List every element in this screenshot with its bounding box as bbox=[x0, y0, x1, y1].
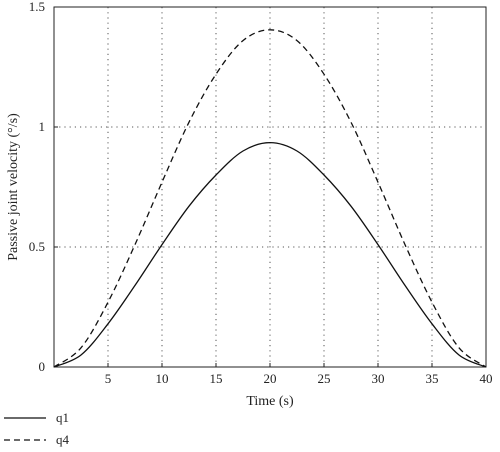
series-lines bbox=[53, 29, 487, 368]
y-tick-label: 0 bbox=[39, 359, 46, 374]
y-axis-label: Passive joint velocity (°/s) bbox=[6, 113, 21, 261]
x-tick-label: 30 bbox=[372, 371, 385, 386]
x-tick-label: 20 bbox=[264, 371, 277, 386]
x-tick-label: 35 bbox=[426, 371, 439, 386]
legend-label-q1: q1 bbox=[56, 410, 69, 425]
axis-ticks: 5 10 15 20 25 30 35 40 0 0.5 1 1.5 bbox=[29, 0, 493, 386]
series-line-q4 bbox=[53, 29, 487, 368]
x-tick-label: 25 bbox=[318, 371, 331, 386]
series-line-q1 bbox=[53, 141, 487, 368]
x-tick-label: 15 bbox=[210, 371, 223, 386]
y-tick-label: 1.5 bbox=[29, 0, 45, 14]
x-axis-label: Time (s) bbox=[246, 394, 294, 409]
x-tick-label: 10 bbox=[156, 371, 169, 386]
x-tick-label: 5 bbox=[105, 371, 112, 386]
x-tick-label: 40 bbox=[480, 371, 493, 386]
plot-frame bbox=[53, 6, 487, 368]
y-tick-label: 1 bbox=[39, 119, 46, 134]
y-tick-label: 0.5 bbox=[29, 239, 45, 254]
legend-label-q4: q4 bbox=[56, 432, 70, 447]
grid bbox=[54, 7, 486, 367]
